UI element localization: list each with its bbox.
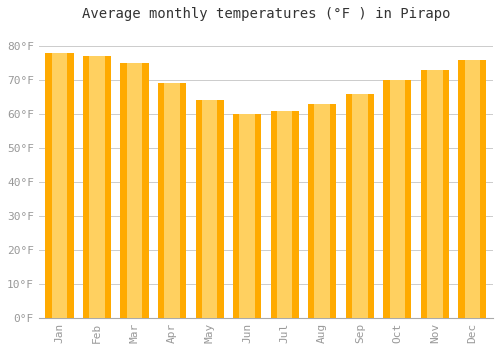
Bar xyxy=(164,83,180,318)
Bar xyxy=(277,111,292,318)
Bar xyxy=(458,60,486,318)
Bar xyxy=(196,100,224,318)
Bar xyxy=(158,83,186,318)
Bar xyxy=(52,53,67,318)
Bar xyxy=(314,104,330,318)
Bar xyxy=(120,63,148,318)
Bar xyxy=(352,94,368,318)
Bar xyxy=(233,114,261,318)
Bar xyxy=(346,94,374,318)
Bar xyxy=(127,63,142,318)
Bar xyxy=(90,56,104,318)
Bar xyxy=(202,100,218,318)
Bar xyxy=(46,53,74,318)
Bar xyxy=(427,70,442,318)
Title: Average monthly temperatures (°F ) in Pirapo: Average monthly temperatures (°F ) in Pi… xyxy=(82,7,450,21)
Bar xyxy=(83,56,111,318)
Bar xyxy=(270,111,299,318)
Bar xyxy=(308,104,336,318)
Bar xyxy=(421,70,449,318)
Bar xyxy=(240,114,255,318)
Bar xyxy=(383,80,412,318)
Bar xyxy=(464,60,480,318)
Bar xyxy=(390,80,405,318)
